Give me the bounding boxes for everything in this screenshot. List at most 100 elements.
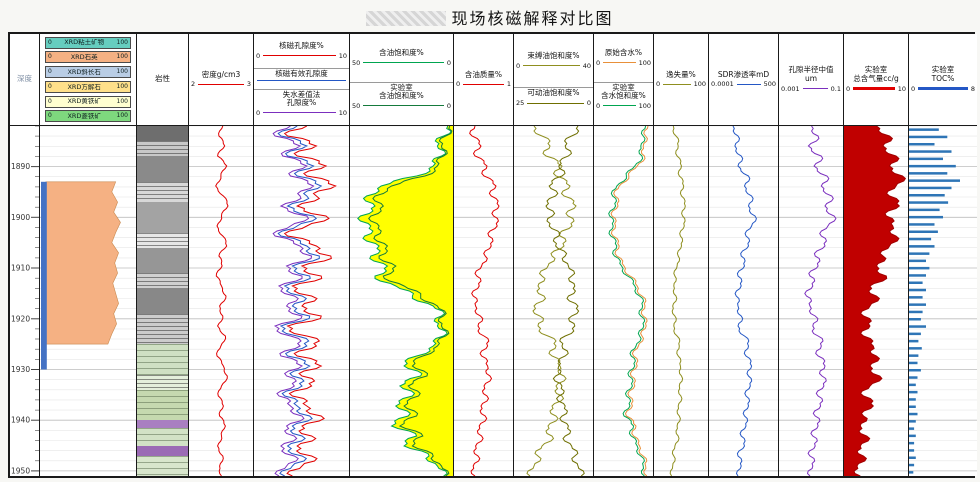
track-label: 孔隙半径中值 um bbox=[780, 66, 842, 83]
scale-min: 0 bbox=[596, 101, 601, 110]
xrd-legend-item: 0 XRD方解石 100 bbox=[45, 80, 131, 93]
track-label-text: TOC% bbox=[931, 74, 955, 83]
redacted-well-name bbox=[366, 11, 447, 26]
toc-bar bbox=[909, 369, 921, 372]
plot-svg-water bbox=[594, 126, 653, 476]
track-label-text: 可动油饱和度% bbox=[527, 88, 580, 98]
header-depth: 深度 bbox=[10, 34, 39, 126]
header-row: 原始含水% 0 100 bbox=[594, 48, 653, 68]
track-oil-mass: 含油质量% 0 1 bbox=[454, 34, 514, 476]
toc-bar bbox=[909, 449, 915, 452]
series-curve-oil-mass bbox=[469, 126, 500, 476]
scale-line bbox=[523, 65, 580, 67]
plot-svg-oil-saturation bbox=[350, 126, 453, 476]
scale-max: 100 bbox=[116, 68, 128, 76]
scale-row: 0 100 bbox=[595, 59, 652, 67]
toc-bar bbox=[909, 347, 922, 350]
plot-water bbox=[594, 126, 653, 476]
legend-label: XRD方解石 bbox=[67, 83, 101, 91]
toc-bar bbox=[909, 471, 914, 474]
toc-bar bbox=[909, 318, 921, 321]
lithology-band bbox=[137, 181, 188, 203]
plot-svg-pore-radius bbox=[779, 126, 843, 476]
scale-min: 0 bbox=[256, 51, 261, 60]
toc-bar bbox=[909, 463, 915, 467]
track-label: 核磁有效孔隙度 bbox=[255, 69, 348, 79]
scale-min: 0 bbox=[846, 84, 851, 93]
track-label-text: 实验室 bbox=[390, 82, 413, 92]
legend-label: XRD黄铁矿 bbox=[67, 98, 101, 105]
header-xrd: 0 XRD粘土矿物 100 0 XRD石英 100 0 XRD斜长石 100 0 XRD方解石 100… bbox=[40, 34, 136, 126]
toc-bar bbox=[909, 179, 960, 182]
track-label: 密度g/cm3 bbox=[190, 70, 252, 80]
scale-line bbox=[736, 83, 761, 85]
track-label-text: 含水饱和度% bbox=[601, 91, 646, 101]
scale-row: 0.001 0.1 bbox=[780, 85, 842, 93]
header-row: SDR渗透率mD 0.0001 500 bbox=[709, 70, 778, 90]
track-porosity: 核磁孔隙度% 0 10 核磁有效孔隙度 失水差值法 孔隙度% 0 10 bbox=[254, 34, 350, 476]
toc-bar bbox=[909, 288, 926, 292]
toc-bar bbox=[909, 266, 930, 270]
track-water: 原始含水% 0 100 实验室 含水饱和度% 0 100 bbox=[594, 34, 654, 476]
header-oil-saturation: 含油饱和度% 50 0 实验室 含油饱和度% 50 0 bbox=[350, 34, 453, 126]
scale-min: 0 bbox=[516, 61, 521, 70]
depth-label: 1910 bbox=[11, 264, 30, 273]
header-row: 深度 bbox=[16, 74, 33, 85]
track-toc: 实验室 TOC% 0 8 bbox=[909, 34, 977, 476]
track-label-text: 孔隙半径中值 bbox=[788, 65, 834, 75]
series-curve-nmr-porosity bbox=[283, 126, 337, 476]
scale-line bbox=[363, 62, 444, 64]
track-loss: 逸失量% 0 100 bbox=[654, 34, 709, 476]
track-label: 束缚油饱和度% bbox=[515, 50, 592, 61]
scale-min: 0 bbox=[48, 82, 52, 90]
scale-row: 25 0 bbox=[515, 99, 592, 107]
toc-bar bbox=[909, 339, 919, 343]
series-curve-nmr-eff-porosity bbox=[277, 126, 323, 476]
header-row: 核磁孔隙度% 0 10 bbox=[254, 41, 349, 61]
toc-bar bbox=[909, 223, 935, 226]
scale-max: 100 bbox=[638, 101, 651, 110]
track-label: 逸失量% bbox=[655, 70, 707, 80]
track-label: 实验室 含油饱和度% bbox=[351, 82, 452, 101]
scale-line bbox=[663, 83, 691, 85]
scale-max: 500 bbox=[763, 80, 776, 89]
toc-bar bbox=[909, 245, 935, 248]
scale-max: 40 bbox=[582, 61, 591, 70]
track-label-text: 原始含水% bbox=[604, 48, 643, 58]
lithology-band bbox=[137, 126, 188, 142]
toc-bar bbox=[909, 310, 923, 314]
header-toc: 实验室 TOC% 0 8 bbox=[909, 34, 977, 126]
track-label: 实验室 总含气量cc/g bbox=[845, 66, 907, 83]
header-row: 实验室 含水饱和度% 0 100 bbox=[594, 81, 653, 111]
header-lithology: 岩性 bbox=[137, 34, 188, 126]
scale-line bbox=[363, 105, 444, 107]
series-curve-oil-saturation bbox=[357, 126, 452, 476]
scale-max: 1 bbox=[506, 80, 511, 89]
track-xrd: 0 XRD粘土矿物 100 0 XRD石英 100 0 XRD斜长石 100 0 XRD方解石 100… bbox=[40, 34, 137, 476]
scale-min: 0 bbox=[48, 53, 52, 61]
depth-label: 1950 bbox=[11, 466, 30, 475]
scale-min: 0 bbox=[256, 108, 261, 117]
plot-loss bbox=[654, 126, 708, 476]
scale-line bbox=[263, 112, 336, 114]
track-label-text: 岩性 bbox=[155, 74, 170, 84]
track-label-text: 核磁孔隙度% bbox=[279, 41, 324, 51]
scale-row: 0 100 bbox=[655, 80, 707, 88]
scale-min: 0.001 bbox=[781, 84, 800, 93]
toc-bar bbox=[909, 456, 916, 459]
legend-label: XRD菱铁矿 bbox=[67, 112, 101, 120]
header-row: 岩性 bbox=[154, 74, 171, 85]
toc-bar bbox=[909, 420, 916, 423]
track-label-text: 总含气量cc/g bbox=[853, 74, 899, 83]
plot-gas bbox=[844, 126, 908, 476]
scale-min: 0 bbox=[596, 58, 601, 67]
track-label: 原始含水% bbox=[595, 48, 652, 58]
scale-min: 25 bbox=[516, 99, 525, 108]
lithology-band bbox=[137, 232, 188, 248]
scale-max: 100 bbox=[116, 38, 128, 46]
track-label-text: 束缚油饱和度% bbox=[527, 50, 580, 60]
track-label: 深度 bbox=[17, 75, 32, 84]
track-label-text: 含油饱和度% bbox=[379, 91, 424, 101]
scale-min: 50 bbox=[352, 101, 361, 110]
scale-max: 0.1 bbox=[830, 84, 841, 93]
